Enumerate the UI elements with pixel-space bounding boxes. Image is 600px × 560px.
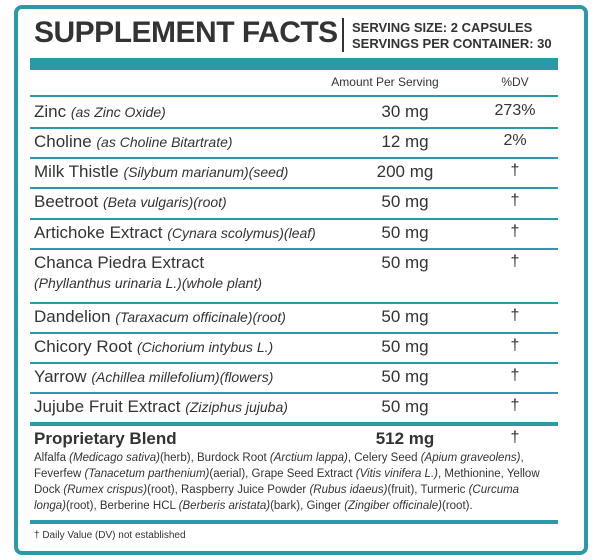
nutrient-row: Choline (as Choline Bitartrate) 12 mg 2% (30, 127, 558, 159)
nutrient-label: Artichoke Extract (Cynara scolymus)(leaf… (34, 223, 334, 243)
blend-ingredient-text: Alfalfa (34, 452, 70, 464)
footnote: † Daily Value (DV) not established (34, 530, 186, 541)
blend-amount: 512 mg (375, 429, 435, 448)
nutrient-label: Dandelion (Taraxacum officinale)(root) (34, 307, 334, 327)
nutrient-label: Chanca Piedra Extract (Phyllanthus urinar… (34, 253, 334, 293)
blend-name: Proprietary Blend (34, 429, 177, 448)
nutrient-name: Chicory Root (34, 337, 133, 356)
separator (342, 18, 344, 52)
daily-value: † (510, 307, 520, 324)
amount: 30 mg (381, 102, 429, 121)
nutrient-detail: (Phyllanthus urinaria L.)(whole plant) (34, 275, 262, 291)
daily-value: 2% (503, 132, 527, 149)
blend-ingredient-text: (Zingiber officinale) (344, 500, 442, 512)
daily-value: 273% (494, 102, 536, 119)
nutrient-row: Dandelion (Taraxacum officinale)(root) 50… (30, 302, 558, 334)
nutrient-name: Dandelion (34, 307, 111, 326)
blend-ingredient-text: (Berberis aristata) (178, 500, 271, 512)
column-header-row: Amount Per Serving %DV (30, 70, 558, 97)
nutrient-name: Choline (34, 132, 92, 151)
blend-ingredient-text: (Tanacetum parthenium) (84, 468, 210, 480)
nutrient-row: Beetroot (Beta vulgaris)(root) 50 mg † (30, 187, 558, 220)
blend-ingredient-text: (Medicago sativa) (69, 452, 160, 464)
nutrient-name: Beetroot (34, 192, 99, 211)
nutrient-row: Chicory Root (Cichorium intybus L.) 50 mg… (30, 332, 558, 364)
amount: 50 mg (381, 337, 429, 356)
amount: 50 mg (381, 367, 429, 386)
daily-value: † (510, 223, 520, 240)
amount: 50 mg (381, 223, 429, 242)
nutrient-label: Yarrow (Achillea millefolium)(flowers) (34, 367, 334, 387)
amount: 50 mg (381, 192, 429, 211)
nutrient-label: Milk Thistle (Silybum marianum)(seed) (34, 162, 334, 182)
amount: 12 mg (381, 132, 429, 151)
nutrient-row: Zinc (as Zinc Oxide) 30 mg 273% (30, 97, 558, 129)
daily-value: † (510, 192, 520, 209)
amount: 50 mg (381, 253, 429, 272)
blend-ingredient-text: , Celery Seed (347, 452, 421, 464)
nutrient-row: Jujube Fruit Extract (Ziziphus jujuba) 50… (30, 392, 558, 426)
blend-ingredient-text: (aerial), Grape Seed Extract (209, 468, 356, 480)
serving-size: SERVING SIZE: 2 CAPSULES (352, 20, 533, 35)
nutrient-label: Choline (as Choline Bitartrate) (34, 132, 334, 152)
daily-value: † (510, 397, 520, 414)
nutrient-detail: (as Choline Bitartrate) (96, 134, 233, 150)
blend-ingredient-text: (root), Raspberry Juice Powder (147, 484, 310, 496)
title: SUPPLEMENT FACTS (34, 16, 338, 49)
label-border (14, 5, 588, 555)
nutrient-detail: (Cichorium intybus L.) (137, 339, 274, 355)
blend-ingredient-text: (Arctium lappa) (269, 452, 348, 464)
amount: 50 mg (381, 307, 429, 326)
nutrient-label: Chicory Root (Cichorium intybus L.) (34, 337, 334, 357)
amount: 50 mg (381, 397, 429, 416)
blend-ingredient-text: (Rumex crispus) (63, 484, 148, 496)
nutrient-label: Jujube Fruit Extract (Ziziphus jujuba) (34, 397, 334, 417)
nutrient-row: Chanca Piedra Extract (Phyllanthus urinar… (30, 248, 558, 304)
blend-ingredient-text: , Methionine, Yellow Dock (34, 468, 540, 496)
blend-row: Proprietary Blend 512 mg † (30, 426, 558, 524)
blend-ingredient-text: (herb), Burdock Root (159, 452, 270, 464)
nutrient-label: Beetroot (Beta vulgaris)(root) (34, 192, 334, 212)
amount: 200 mg (376, 162, 434, 181)
blend-ingredient-text: (Vitis vinifera L.) (355, 468, 438, 480)
dv-header: %DV (501, 75, 529, 89)
daily-value: † (510, 367, 520, 384)
nutrient-name: Chanca Piedra Extract (34, 253, 205, 272)
daily-value: † (510, 162, 520, 179)
daily-value: † (510, 337, 520, 354)
header-bar (30, 58, 558, 70)
nutrient-detail: (Taraxacum officinale)(root) (115, 309, 286, 325)
blend-ingredient-text: , Feverfew (34, 452, 524, 480)
blend-description: Alfalfa (Medicago sativa)(herb), Burdock… (34, 450, 554, 514)
nutrient-name: Milk Thistle (34, 162, 119, 181)
nutrient-name: Yarrow (34, 367, 87, 386)
nutrient-detail: (Silybum marianum)(seed) (123, 164, 289, 180)
blend-ingredient-text: (root). (442, 500, 473, 512)
nutrient-name: Jujube Fruit Extract (34, 397, 181, 416)
nutrient-row: Yarrow (Achillea millefolium)(flowers) 50… (30, 362, 558, 394)
nutrient-row: Artichoke Extract (Cynara scolymus)(leaf… (30, 218, 558, 250)
daily-value: † (510, 253, 520, 270)
nutrient-detail: (Cynara scolymus)(leaf) (167, 225, 316, 241)
blend-ingredient-text: (bark), Ginger (270, 500, 345, 512)
blend-ingredient-text: (fruit), Turmeric (387, 484, 469, 496)
nutrient-name: Artichoke Extract (34, 223, 163, 242)
nutrient-name: Zinc (34, 102, 67, 121)
blend-ingredient-text: (Rubus idaeus) (309, 484, 388, 496)
nutrient-detail: (Ziziphus jujuba) (185, 399, 288, 415)
blend-ingredient-text: (Curcuma longa) (34, 484, 520, 512)
nutrient-row: Milk Thistle (Silybum marianum)(seed) 200… (30, 157, 558, 189)
nutrient-detail: (Beta vulgaris)(root) (103, 194, 227, 210)
servings-per-container: SERVINGS PER CONTAINER: 30 (352, 36, 552, 51)
nutrient-detail: (as Zinc Oxide) (70, 104, 166, 120)
nutrient-label: Zinc (as Zinc Oxide) (34, 102, 334, 122)
nutrient-detail: (Achillea millefolium)(flowers) (91, 369, 274, 385)
blend-ingredient-text: (Apium graveolens) (420, 452, 521, 464)
blend-dv: † (510, 429, 520, 446)
blend-ingredient-text: (root), Berberine HCL (65, 500, 179, 512)
amount-header: Amount Per Serving (331, 75, 439, 89)
